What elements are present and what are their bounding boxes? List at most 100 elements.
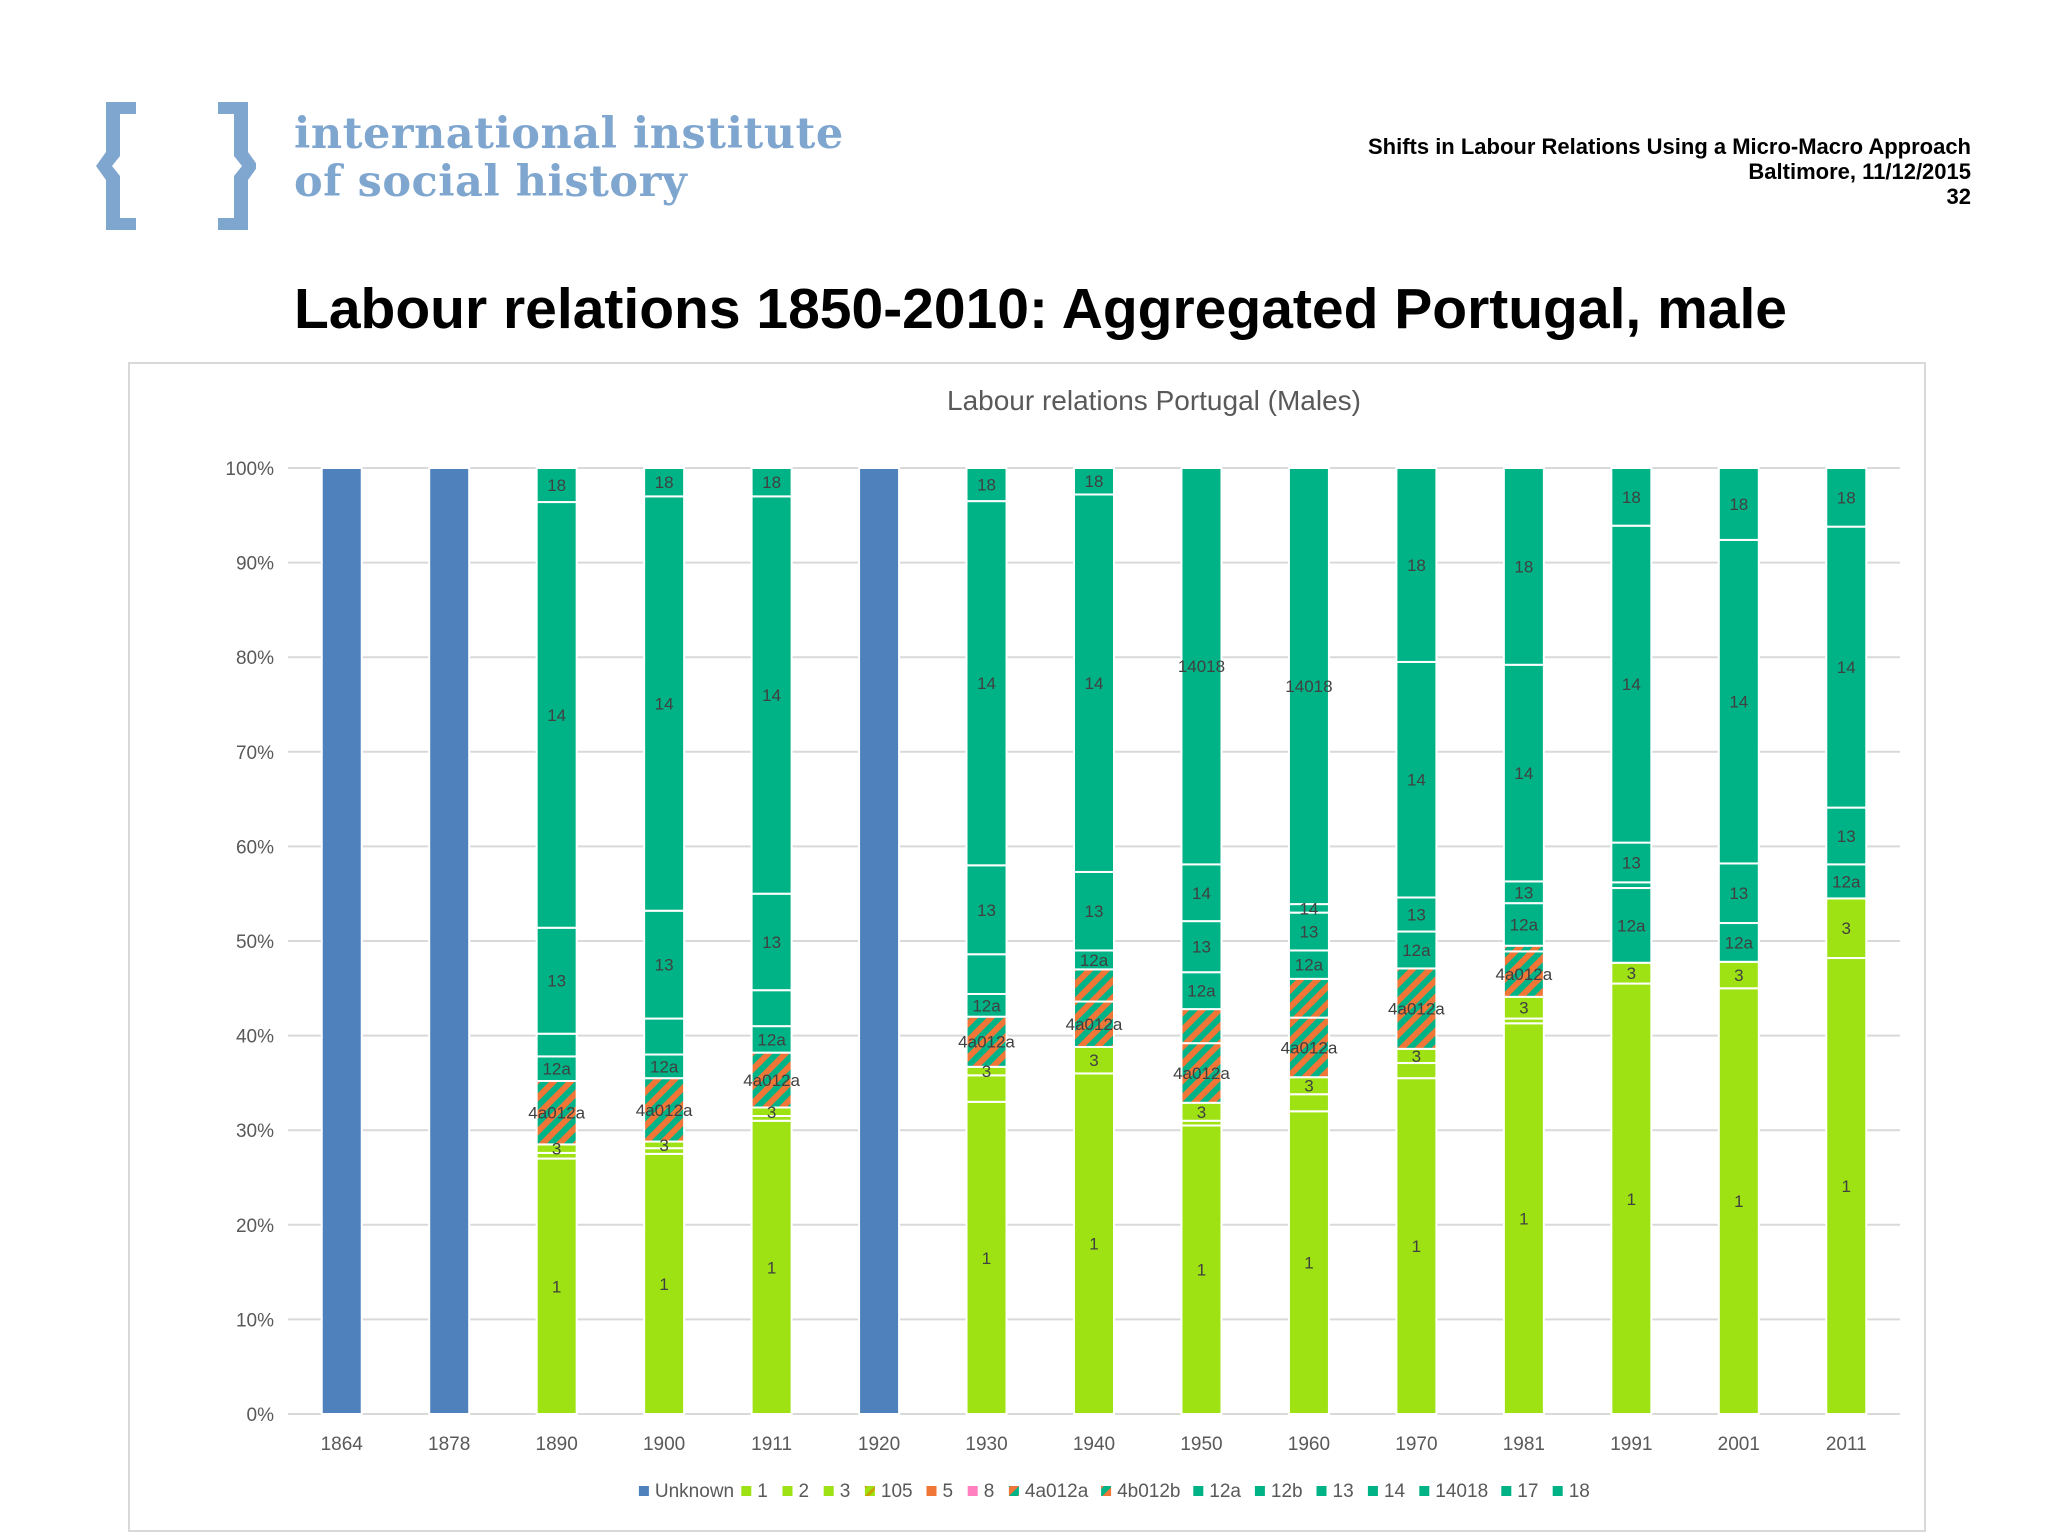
bar-segment-1900-13 [643,909,686,1020]
bar-segment-1960-4b012b [1287,977,1330,1019]
legend-label: 5 [943,1481,954,1502]
data-label: 14 [547,706,566,725]
bar-segment-1900-18 [643,467,686,498]
bar-segment-1950-14018 [1180,467,1223,866]
data-label: 12a [542,1060,571,1079]
data-label: 18 [977,476,996,495]
bar-segment-1890-4a012a [535,1080,578,1146]
data-label: 14018 [1178,657,1225,676]
data-label: 12a [1295,956,1324,975]
bar-segment-1940-1 [1073,1072,1115,1415]
legend-swatch [1101,1486,1112,1496]
legend-item-1: 1 [741,1481,768,1502]
data-label: 1 [659,1275,668,1294]
data-label: 3 [1519,999,1528,1018]
y-tick-label: 70% [236,743,274,764]
data-label: 13 [1514,883,1533,902]
bar-segment-1900-12b [643,1017,686,1056]
data-label: 1 [1304,1254,1313,1273]
data-label: 1 [1734,1192,1743,1211]
x-tick-label: 1940 [1073,1434,1115,1455]
data-label: 13 [1192,938,1211,957]
data-label: 13 [655,956,674,975]
bar-segment-1950-4a012a [1180,1042,1223,1104]
data-label: 13 [1085,902,1104,921]
bar-segment-1900-1 [643,1152,686,1415]
bar-segment-1960-13 [1287,911,1330,952]
legend-label: 2 [799,1481,810,1502]
bar-segment-1960-1 [1287,1110,1330,1416]
data-label: 14018 [1285,677,1332,696]
data-label: 12a [1617,916,1646,935]
y-tick-label: 100% [225,459,274,480]
data-label: 3 [659,1136,668,1155]
legend-item-17: 17 [1501,1481,1538,1502]
data-label: 1 [1089,1235,1098,1254]
data-label: 12a [1080,951,1109,970]
legend-swatch [1552,1486,1563,1496]
data-label: 4a012a [1066,1015,1123,1034]
data-label: 3 [1627,964,1636,983]
slide-title: Labour relations 1850-2010: Aggregated P… [294,277,1787,341]
data-label: 1 [1519,1210,1528,1229]
data-label: 13 [1729,884,1748,903]
data-label: 12a [1725,933,1754,952]
legend-swatch [1316,1486,1327,1496]
data-label: 12a [1832,872,1861,891]
legend-item-14: 14 [1367,1481,1405,1502]
bar-segment-1970-14 [1395,660,1438,899]
bar-segment-1960-2 [1287,1093,1330,1113]
bar-segment-2011-12a [1825,863,1868,900]
legend-label: 12a [1209,1481,1241,1502]
bar-segment-2001-14 [1717,538,1760,865]
bar-segment-1950-13 [1180,920,1223,974]
bar-segment-2001-18 [1717,467,1760,541]
bar-segment-1878-Unknown [428,467,471,1415]
chart-title: Labour relations Portugal (Males) [947,385,1361,416]
x-tick-label: 1911 [751,1434,792,1455]
data-label: 13 [1837,827,1856,846]
legend-swatch [1367,1486,1378,1496]
data-label: 1 [1627,1190,1636,1209]
bar-segment-1970-12a [1395,930,1438,970]
y-tick-label: 20% [236,1216,274,1237]
legend-label: 12b [1271,1481,1303,1502]
data-label: 1 [767,1258,776,1277]
legend-swatch [1193,1486,1204,1496]
y-tick-label: 80% [236,648,274,669]
data-label: 4a012a [636,1101,693,1120]
legend-swatch [1419,1486,1430,1496]
data-label: 18 [1085,472,1104,491]
x-tick-label: 1960 [1288,1434,1330,1455]
x-tick-label: 1991 [1610,1434,1652,1455]
data-label: 4a012a [1281,1038,1338,1057]
bar-segment-1900-4a012a [643,1077,686,1143]
data-label: 14 [655,695,674,714]
y-tick-label: 40% [236,1027,274,1048]
legend-label: 4a012a [1025,1481,1089,1502]
bar-segment-1940-18 [1073,467,1115,496]
legend-swatch [967,1486,978,1496]
bar-segment-1940-3 [1073,1045,1115,1075]
bar-segment-1930-2 [965,1074,1008,1103]
bar-segment-1890-13 [535,926,578,1035]
data-label: 12a [650,1057,679,1076]
data-label: 13 [1407,906,1426,925]
data-label: 14 [1729,693,1748,712]
data-label: 4a012a [958,1033,1015,1052]
legend-item-3: 3 [823,1481,850,1502]
data-label: 12a [1402,941,1431,960]
bar-segment-1991-13 [1610,841,1653,884]
legend-swatch [864,1486,875,1496]
logo-line-2: of social history [294,157,688,207]
bar-segment-1991-12a [1610,887,1653,964]
bar-segment-1960-4a012a [1287,1016,1330,1079]
data-label: 12a [757,1030,786,1049]
data-label: 14 [1299,899,1318,918]
data-label: 3 [767,1103,776,1122]
data-label: 4a012a [1388,1000,1445,1019]
